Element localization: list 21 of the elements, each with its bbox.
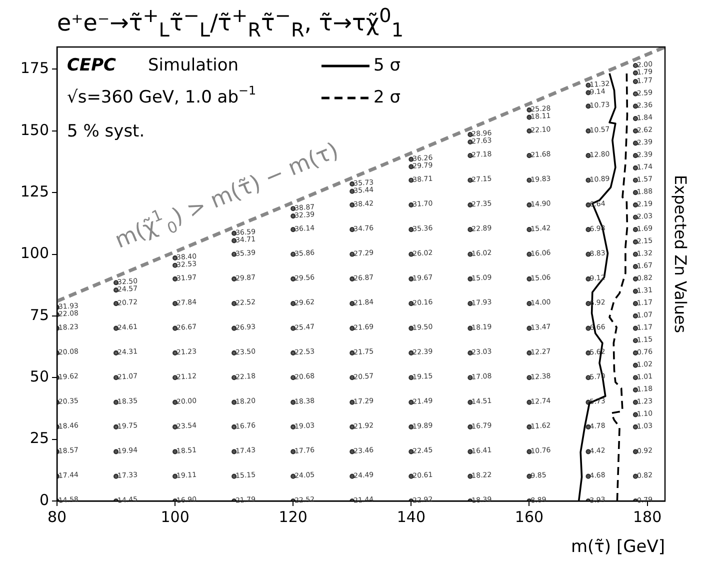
- annotation: CEPC: [67, 55, 117, 76]
- y-tick-label: 175: [20, 59, 49, 78]
- annotation: Simulation: [148, 55, 239, 76]
- legend-label: 2 σ: [373, 87, 401, 108]
- legend-label: 5 σ: [373, 55, 401, 76]
- x-tick-label: 160: [514, 508, 544, 526]
- x-tick-label: 100: [160, 508, 190, 526]
- y-tick-label: 25: [30, 429, 49, 448]
- x-tick-label: 180: [632, 508, 662, 526]
- y-tick-label: 50: [30, 368, 49, 386]
- x-axis-title: m(τ̃) [GeV]: [571, 537, 665, 558]
- y-tick-label: 100: [20, 244, 49, 262]
- y-tick-label: 150: [20, 120, 49, 139]
- x-tick-label: 80: [47, 508, 67, 526]
- y-tick-label: 0: [39, 490, 49, 509]
- text: Expected Zn Values: [670, 174, 690, 334]
- x-tick-label: 140: [396, 508, 426, 526]
- y-tick-label: 125: [20, 182, 49, 200]
- annotation: 5 % syst.: [67, 121, 145, 142]
- x-tick-label: 120: [278, 508, 308, 526]
- y-tick-label: 75: [30, 306, 49, 324]
